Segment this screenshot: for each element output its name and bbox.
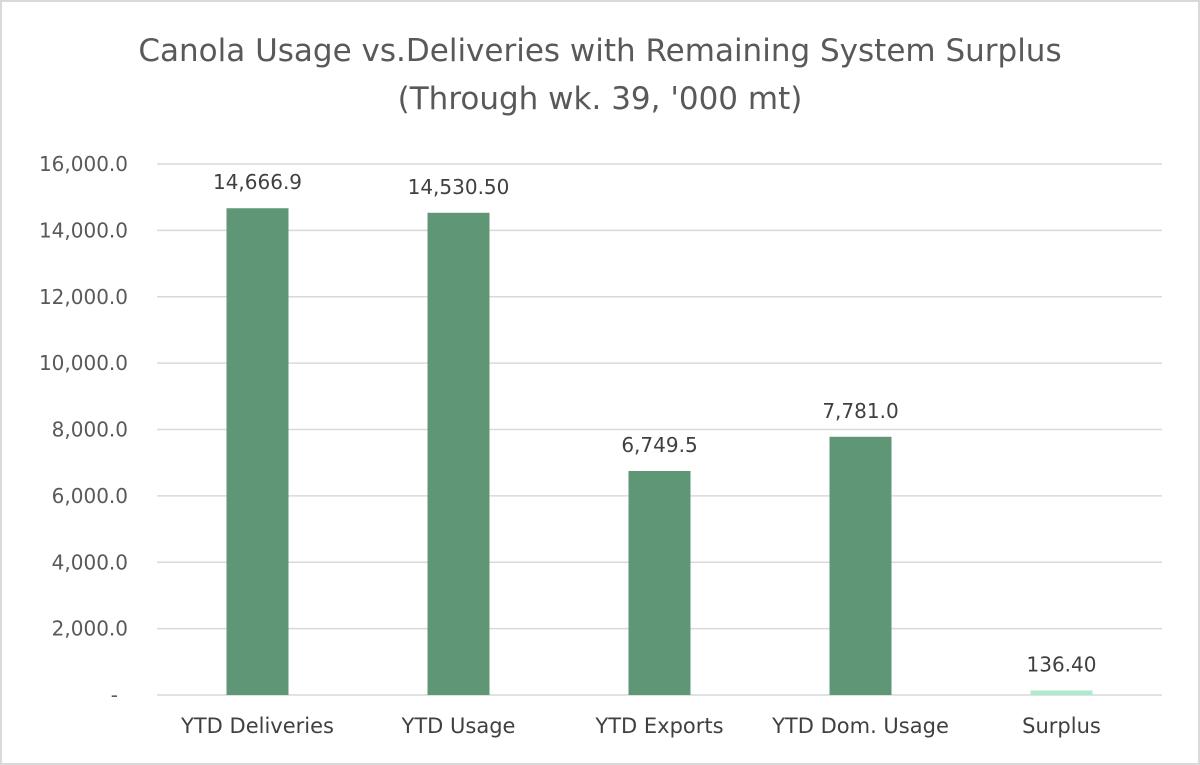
- x-axis-categories: YTD Deliveries YTD Usage YTD Exports YTD Do…: [180, 714, 1101, 738]
- bar-surplus: [1030, 690, 1093, 695]
- chart-title: Canola Usage vs.Deliveries with Remainin…: [138, 33, 1062, 69]
- bar-ytd-usage: [427, 212, 490, 695]
- y-tick-label: 14,000.0: [39, 218, 128, 242]
- bar-ytd-deliveries: [226, 208, 289, 696]
- bars: [226, 208, 1093, 696]
- category-label: YTD Dom. Usage: [771, 714, 949, 738]
- data-label: 14,530.50: [408, 175, 510, 199]
- bar-ytd-dom-usage: [829, 436, 892, 695]
- category-label: YTD Usage: [401, 714, 516, 738]
- y-tick-label: 12,000.0: [39, 285, 128, 309]
- bar-ytd-exports: [628, 471, 691, 695]
- y-tick-label: -: [111, 683, 118, 707]
- data-label: 136.40: [1027, 652, 1097, 676]
- y-tick-label: 6,000.0: [52, 484, 128, 508]
- category-label: Surplus: [1022, 714, 1101, 738]
- y-tick-label: 10,000.0: [39, 351, 128, 375]
- data-label: 7,781.0: [822, 399, 898, 423]
- category-label: YTD Exports: [594, 714, 723, 738]
- category-label: YTD Deliveries: [180, 714, 334, 738]
- y-tick-label: 16,000.0: [39, 152, 128, 176]
- y-tick-label: 8,000.0: [52, 418, 128, 442]
- y-tick-label: 2,000.0: [52, 617, 128, 641]
- y-axis-ticks: - 2,000.0 4,000.0 6,000.0 8,000.0 10,000.0 12,…: [39, 152, 128, 707]
- data-label: 14,666.9: [213, 170, 302, 194]
- data-label: 6,749.5: [621, 433, 697, 457]
- chart-subtitle: (Through wk. 39, '000 mt): [397, 81, 803, 117]
- data-labels: 14,666.9 14,530.50 6,749.5 7,781.0 136.40: [213, 170, 1097, 676]
- y-tick-label: 4,000.0: [52, 550, 128, 574]
